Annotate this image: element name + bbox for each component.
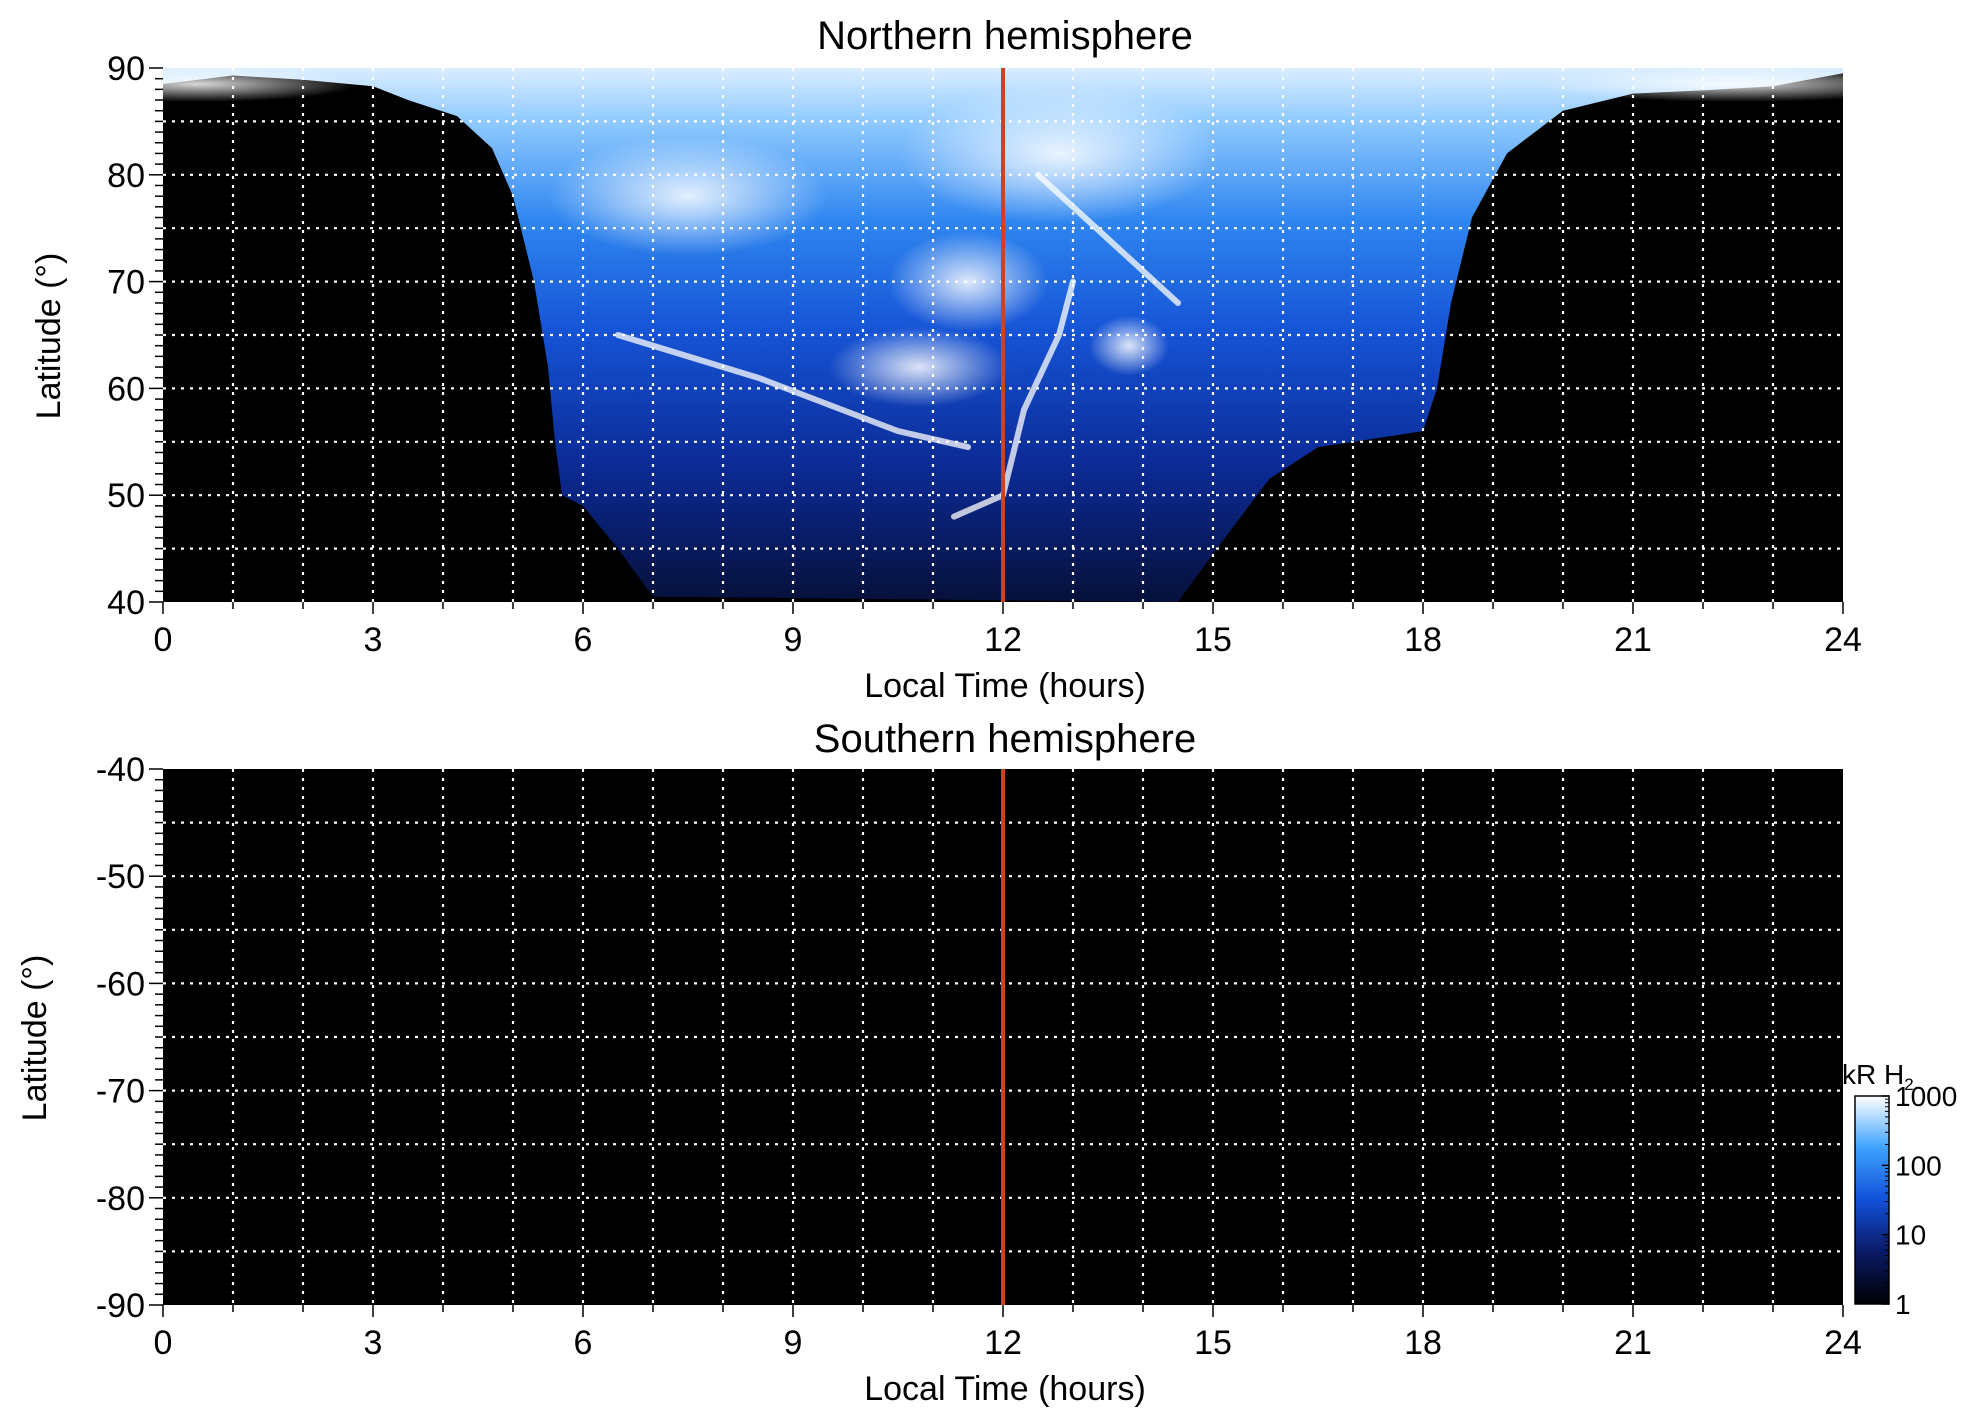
southern-minor-ticks [149,768,1844,1317]
colorbar-title-subscript: 2 [1904,1075,1913,1094]
northern-panel-title: Northern hemisphere [817,14,1193,58]
y-tick-label: -40 [96,751,145,789]
x-tick-label: 21 [1614,621,1652,659]
x-tick-label: 24 [1824,621,1862,659]
colorbar-tick-label: 1 [1895,1289,1911,1320]
x-tick-label: 9 [784,1324,803,1362]
emission-glow [548,136,828,257]
colorbar-title-main: kR H [1842,1059,1904,1090]
x-tick-label: 6 [574,621,593,659]
y-tick-label: 60 [107,370,145,408]
southern-x-axis-label: Local Time (hours) [864,1370,1146,1408]
northern-y-axis-label: Latitude (°) [30,253,68,420]
y-tick-label: 50 [107,477,145,515]
x-tick-label: 3 [364,621,383,659]
emission-arc [951,278,1076,520]
northern-x-tick-labels: 0 3 6 9 12 15 18 21 24 [154,621,1862,659]
x-tick-label: 0 [154,1324,173,1362]
northern-minor-ticks [149,67,1844,614]
x-tick-label: 12 [984,621,1022,659]
y-tick-label: 80 [107,157,145,195]
colorbar-tick-label: 100 [1895,1150,1942,1181]
emission-glow [888,231,1048,332]
northern-hemisphere-panel: Northern hemisphere 0 3 6 9 12 15 18 21 24 40 50 6… [30,14,1862,705]
northern-y-tick-labels: 40 50 60 70 80 90 [107,50,145,622]
colorbar-tick-label: 10 [1895,1220,1926,1251]
southern-y-tick-labels: -40 -50 -60 -70 -80 -90 [96,751,145,1325]
southern-panel-title: Southern hemisphere [814,717,1196,761]
colorbar-gradient [1854,1095,1890,1305]
southern-y-axis-label: Latitude (°) [16,955,54,1122]
emission-glow [829,327,1009,408]
colorbar-tick-label: 1000 [1895,1081,1957,1112]
x-tick-label: 15 [1194,621,1232,659]
x-tick-label: 9 [784,621,803,659]
x-tick-label: 6 [574,1324,593,1362]
northern-x-axis-label: Local Time (hours) [864,667,1146,705]
southern-hemisphere-panel: Southern hemisphere 0 3 6 9 12 15 18 21 24 -40 -5… [16,717,1862,1408]
y-tick-label: 40 [107,584,145,622]
colorbar-title: kR H2 [1842,1059,1914,1094]
colorbar-ticks: 1 10 100 1000 [1882,1081,1957,1320]
y-tick-label: 90 [107,50,145,88]
emission-glow [163,68,358,103]
emission-glow [1089,315,1169,376]
southern-x-tick-labels: 0 3 6 9 12 15 18 21 24 [154,1324,1862,1362]
x-tick-label: 12 [984,1324,1022,1362]
emission-glow [899,83,1219,224]
colorbar: kR H2 1 10 100 1000 [1842,1059,1957,1320]
y-tick-label: -70 [96,1073,145,1111]
emission-glow [1538,68,1843,103]
y-tick-label: 70 [107,264,145,302]
y-tick-label: -80 [96,1180,145,1218]
y-tick-label: -60 [96,965,145,1003]
x-tick-label: 21 [1614,1324,1652,1362]
y-tick-label: -50 [96,858,145,896]
x-tick-label: 18 [1404,621,1442,659]
x-tick-label: 24 [1824,1324,1862,1362]
x-tick-label: 18 [1404,1324,1442,1362]
y-tick-label: -90 [96,1287,145,1325]
x-tick-label: 3 [364,1324,383,1362]
x-tick-label: 15 [1194,1324,1232,1362]
x-tick-label: 0 [154,621,173,659]
